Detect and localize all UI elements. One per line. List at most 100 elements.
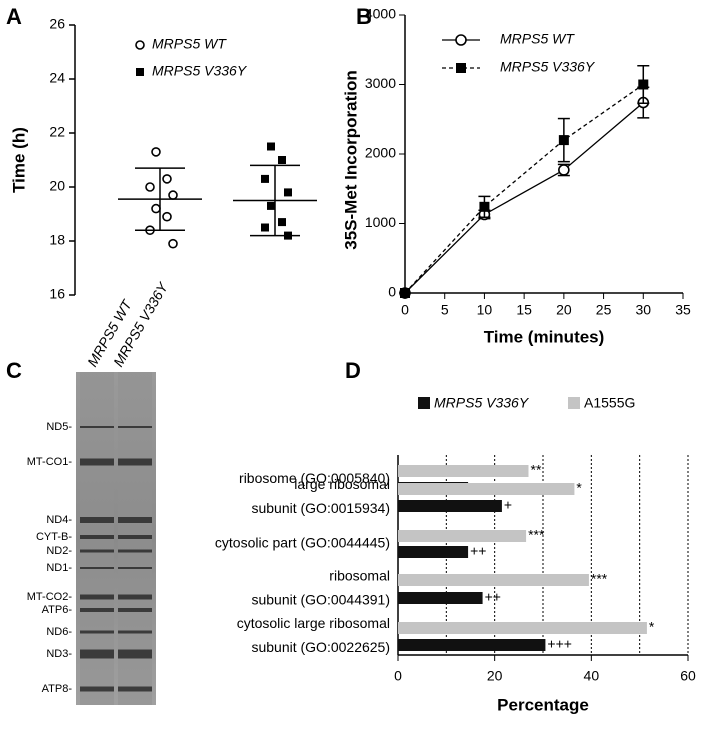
point <box>261 223 269 232</box>
significance-label: *** <box>591 571 608 587</box>
point <box>267 201 275 210</box>
point <box>479 201 490 212</box>
bar <box>398 574 589 586</box>
category-label: cytosolic part (GO:0044445) <box>215 535 390 551</box>
legend-label: A1555G <box>584 395 635 411</box>
significance-label: * <box>576 480 582 496</box>
y-tick-label: 3000 <box>365 75 396 91</box>
point <box>267 142 275 151</box>
band-label: ND5- <box>46 421 72 433</box>
x-tick-label: 40 <box>584 668 600 684</box>
significance-label: ++ <box>470 543 486 559</box>
gel-band <box>118 426 152 428</box>
bar <box>398 639 546 651</box>
gel-band <box>80 426 114 428</box>
y-tick-label: 18 <box>49 232 65 248</box>
bar <box>398 500 502 512</box>
gel-band <box>118 458 152 466</box>
y-tick-label: 22 <box>49 124 65 140</box>
legend-label: MRPS5 V336Y <box>152 63 248 79</box>
point <box>135 40 145 50</box>
band-label: CYT-B- <box>36 531 72 543</box>
point <box>168 190 178 200</box>
gel-band <box>118 535 152 539</box>
x-tick-label: 0 <box>401 302 409 318</box>
legend-swatch <box>418 397 430 409</box>
gel-band <box>80 630 114 634</box>
y-tick-label: 4000 <box>365 6 396 22</box>
panel-letter: C <box>6 358 22 383</box>
band-label: ND2- <box>46 545 72 557</box>
band-label: MT-CO1- <box>27 456 73 468</box>
category-label: subunit (GO:0015934) <box>251 500 390 516</box>
legend-swatch <box>568 397 580 409</box>
x-tick-label: 0 <box>394 668 402 684</box>
gel-band <box>80 608 114 612</box>
y-axis-label: Time (h) <box>9 127 28 193</box>
gel-band <box>118 686 152 692</box>
band-label: MT-CO2- <box>27 591 73 603</box>
point <box>168 238 178 249</box>
x-tick-label: 5 <box>441 302 449 318</box>
category-label: ribosome (GO:0005840) <box>239 470 390 486</box>
bar <box>398 546 469 558</box>
band-label: ND1- <box>46 562 72 574</box>
bar <box>398 530 527 542</box>
point <box>261 174 269 183</box>
gel-band <box>80 594 114 600</box>
y-axis-label: 35S-Met Incorporation <box>341 70 360 249</box>
series-line <box>404 83 644 294</box>
x-tick-label: 30 <box>635 302 651 318</box>
gel-band <box>118 630 152 634</box>
point <box>145 182 155 192</box>
point <box>278 218 286 227</box>
band-label: ATP6- <box>42 604 73 616</box>
x-axis-label: Percentage <box>497 695 589 714</box>
panel-letter: D <box>345 358 361 383</box>
bar <box>398 465 529 477</box>
gel-band <box>80 686 114 692</box>
x-tick-label: 10 <box>477 302 493 318</box>
series-line <box>404 102 644 294</box>
gel-band <box>80 649 114 659</box>
gel-band <box>118 567 152 569</box>
bar <box>398 622 647 634</box>
panel-letter: B <box>356 4 372 29</box>
x-tick-label: 20 <box>487 668 503 684</box>
x-tick-label: 60 <box>680 668 696 684</box>
x-tick-label: 35 <box>675 302 691 318</box>
legend-label: MRPS5 WT <box>152 36 227 52</box>
bar <box>398 483 575 495</box>
point <box>151 203 161 214</box>
significance-label: ** <box>531 462 542 478</box>
point <box>284 188 292 197</box>
band-label: ND6- <box>46 626 72 638</box>
bar <box>398 592 483 604</box>
gel-band <box>118 517 152 523</box>
significance-label: + <box>504 497 512 513</box>
band-label: ND3- <box>46 648 72 660</box>
y-tick-label: 20 <box>49 178 65 194</box>
legend-label: MRPS5 V336Y <box>500 59 596 75</box>
gel-band <box>80 517 114 523</box>
gel-band <box>80 535 114 539</box>
y-tick-label: 16 <box>49 286 65 302</box>
band-label: ND4- <box>46 514 72 526</box>
point <box>456 63 466 73</box>
y-tick-label: 24 <box>49 70 65 86</box>
x-tick-label: 15 <box>516 302 532 318</box>
category-label: large ribosomal <box>294 476 390 492</box>
gel-band <box>80 458 114 466</box>
category-label: cytosolic large ribosomal <box>237 615 390 631</box>
gel-band <box>80 549 114 553</box>
y-tick-label: 2000 <box>365 145 396 161</box>
point <box>400 288 410 298</box>
y-tick-label: 0 <box>388 284 396 300</box>
gel-band <box>80 567 114 569</box>
category-label: ribosomal <box>329 568 390 584</box>
gel-band <box>118 549 152 553</box>
point <box>136 68 144 76</box>
significance-label: +++ <box>547 636 572 652</box>
point <box>558 135 569 146</box>
